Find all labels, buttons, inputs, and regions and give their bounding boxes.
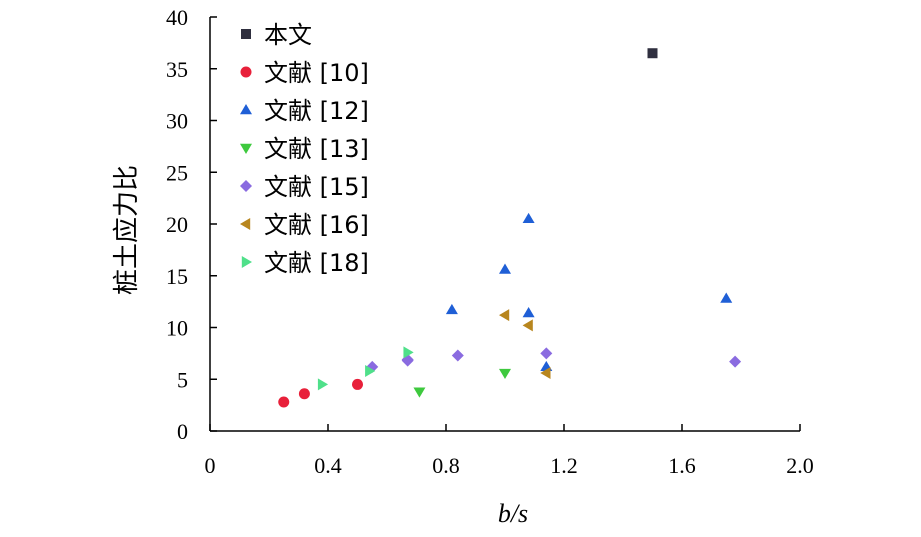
legend-item: 文献 [13] — [240, 135, 369, 163]
tick-labels: 0 0.4 0.8 1.2 1.6 2.0 0 5 10 15 20 25 30 35 40 — [166, 5, 814, 478]
data-point — [298, 388, 310, 400]
data-point — [522, 307, 535, 318]
series-4 — [366, 347, 742, 373]
legend-item: 本文 — [241, 21, 312, 49]
data-point — [522, 319, 533, 332]
series-1 — [278, 378, 363, 408]
legend-marker — [241, 29, 251, 39]
series-2 — [445, 212, 733, 372]
x-tick-label: 0 — [205, 453, 216, 478]
legend-label: 文献 [15] — [264, 173, 369, 201]
y-tick-label: 40 — [166, 5, 188, 30]
data-point — [352, 378, 363, 390]
legend-item: 文献 [15] — [240, 173, 369, 201]
legend-marker — [240, 218, 251, 230]
legend-item: 文献 [12] — [240, 97, 369, 125]
x-tick-label: 1.2 — [550, 453, 578, 478]
x-tick-label: 2.0 — [786, 453, 814, 478]
legend-marker — [240, 180, 252, 192]
data-points — [278, 48, 742, 408]
legend-item: 文献 [18] — [241, 249, 369, 277]
y-tick-label: 25 — [166, 160, 188, 185]
x-tick-label: 0.4 — [314, 453, 342, 478]
data-point — [278, 396, 290, 408]
y-tick-label: 35 — [166, 57, 188, 82]
series-0 — [647, 48, 658, 59]
data-point — [729, 355, 742, 368]
legend-label: 文献 [18] — [264, 249, 369, 277]
series-3 — [413, 368, 511, 398]
legend-marker — [241, 256, 252, 268]
ticks — [209, 16, 801, 432]
legend-item: 文献 [10] — [240, 59, 369, 87]
series-5 — [499, 309, 551, 380]
legend-item: 文献 [16] — [240, 211, 369, 239]
y-tick-label: 15 — [166, 264, 188, 289]
legend-marker — [240, 104, 252, 115]
data-point — [522, 212, 535, 224]
series-6 — [317, 346, 414, 391]
data-point — [403, 346, 414, 359]
data-point — [365, 364, 376, 377]
data-point — [413, 387, 426, 398]
data-point — [499, 368, 511, 380]
y-tick-label: 30 — [166, 109, 188, 134]
y-tick-label: 20 — [166, 212, 188, 237]
legend-marker — [240, 143, 252, 154]
data-point — [720, 292, 733, 303]
legend-label: 文献 [16] — [264, 211, 369, 239]
x-axis-label: b/s — [498, 499, 528, 528]
data-point — [317, 378, 329, 391]
data-point — [540, 347, 553, 360]
data-point — [499, 263, 511, 274]
legend-label: 文献 [10] — [264, 59, 369, 87]
x-tick-label: 1.6 — [668, 453, 696, 478]
data-point — [647, 48, 658, 59]
y-tick-label: 5 — [177, 367, 188, 392]
y-tick-label: 10 — [166, 316, 188, 341]
x-tick-label: 0.8 — [432, 453, 460, 478]
data-point — [445, 303, 458, 315]
legend-label: 文献 [13] — [264, 135, 369, 163]
legend-marker — [240, 66, 252, 78]
y-axis-label: 桩土应力比 — [112, 165, 142, 295]
data-point — [540, 367, 551, 380]
legend-label: 本文 — [264, 21, 312, 49]
legend-label: 文献 [12] — [264, 97, 369, 125]
data-point — [451, 349, 464, 362]
data-point — [499, 309, 510, 322]
y-tick-label: 0 — [177, 419, 188, 444]
